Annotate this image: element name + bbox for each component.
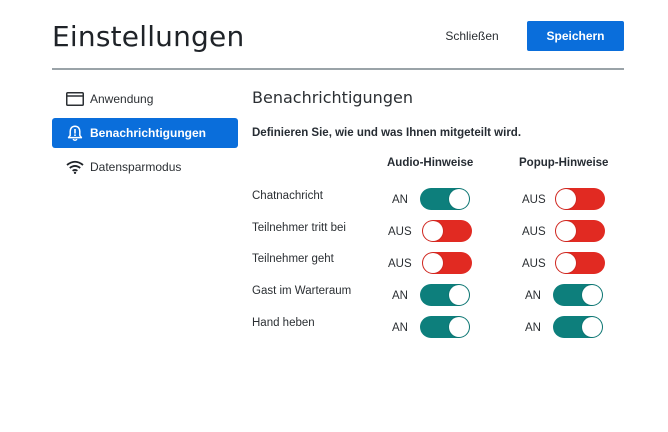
audio-toggle-chatnachricht[interactable] (420, 188, 470, 210)
row-label-teilnehmer-tritt-bei: Teilnehmer tritt bei (252, 222, 346, 234)
bell-alert-icon (66, 124, 84, 141)
audio-toggle-hand-heben[interactable] (420, 316, 470, 338)
popup-state-label: AUS (522, 194, 546, 206)
audio-state-label: AN (392, 322, 408, 334)
toggle-knob (582, 317, 602, 337)
audio-toggle-gast-im-warteraum[interactable] (420, 284, 470, 306)
audio-toggle-teilnehmer-geht[interactable] (422, 252, 472, 274)
audio-state-label: AN (392, 194, 408, 206)
save-button[interactable]: Speichern (527, 21, 624, 51)
page-title: Einstellungen (52, 20, 245, 53)
sidebar-item-benachrichtigungen[interactable]: Benachrichtigungen (52, 118, 238, 148)
toggle-knob (449, 189, 469, 209)
popup-toggle-chatnachricht[interactable] (555, 188, 605, 210)
column-header-audio: Audio-Hinweise (387, 157, 474, 169)
sidebar-item-label: Benachrichtigungen (90, 126, 207, 140)
window-icon (66, 91, 84, 107)
wifi-icon (66, 159, 84, 175)
section-description: Definieren Sie, wie und was Ihnen mitget… (252, 127, 522, 139)
popup-state-label: AUS (522, 258, 546, 270)
row-label-chatnachricht: Chatnachricht (252, 190, 323, 202)
popup-toggle-hand-heben[interactable] (553, 316, 603, 338)
toggle-knob (582, 285, 602, 305)
row-label-teilnehmer-geht: Teilnehmer geht (252, 253, 334, 265)
toggle-knob (449, 285, 469, 305)
popup-toggle-gast-im-warteraum[interactable] (553, 284, 603, 306)
toggle-knob (556, 253, 576, 273)
popup-state-label: AN (525, 290, 541, 302)
sidebar-item-anwendung[interactable]: Anwendung (52, 84, 238, 114)
toggle-knob (423, 253, 443, 273)
column-header-popup: Popup-Hinweise (519, 157, 609, 169)
toggle-knob (449, 317, 469, 337)
row-label-hand-heben: Hand heben (252, 317, 315, 329)
audio-state-label: AUS (388, 226, 412, 238)
sidebar-item-label: Datensparmodus (90, 160, 182, 174)
section-title: Benachrichtigungen (252, 88, 413, 107)
sidebar: Anwendung Benachrichtigungen Datensparmo… (52, 84, 238, 186)
popup-toggle-teilnehmer-geht[interactable] (555, 252, 605, 274)
sidebar-item-datensparmodus[interactable]: Datensparmodus (52, 152, 238, 182)
popup-state-label: AN (525, 322, 541, 334)
close-button[interactable]: Schließen (438, 22, 506, 50)
audio-state-label: AN (392, 290, 408, 302)
popup-toggle-teilnehmer-tritt-bei[interactable] (555, 220, 605, 242)
toggle-knob (556, 221, 576, 241)
toggle-knob (556, 189, 576, 209)
audio-toggle-teilnehmer-tritt-bei[interactable] (422, 220, 472, 242)
popup-state-label: AUS (522, 226, 546, 238)
toggle-knob (423, 221, 443, 241)
header-divider (52, 68, 624, 70)
audio-state-label: AUS (388, 258, 412, 270)
row-label-gast-im-warteraum: Gast im Warteraum (252, 285, 352, 297)
sidebar-item-label: Anwendung (90, 92, 154, 106)
